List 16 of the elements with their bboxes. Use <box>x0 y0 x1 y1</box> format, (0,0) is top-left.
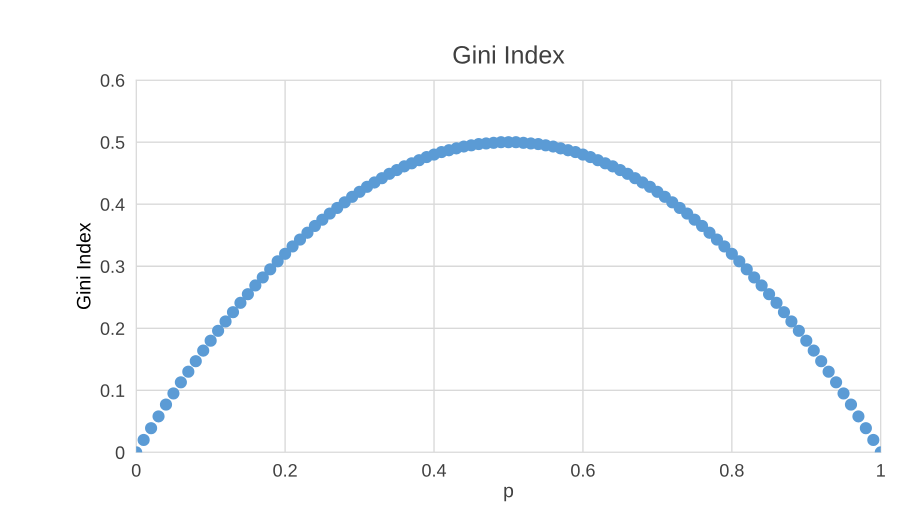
y-tick-label: 0.5 <box>100 136 124 149</box>
y-tick-label: 0.4 <box>100 198 125 211</box>
y-tick-label: 0.2 <box>100 322 124 336</box>
x-tick-label: 0.6 <box>571 464 595 477</box>
x-tick-label: 0.4 <box>422 464 446 477</box>
x-tick-label: 0.2 <box>273 464 297 477</box>
y-axis-title: Gini Index <box>76 222 91 310</box>
y-tick-label: 0.3 <box>100 260 124 273</box>
x-tick-label: 1 <box>877 464 885 477</box>
y-tick-label: 0.1 <box>100 384 124 398</box>
chart-title: Gini Index <box>453 45 564 64</box>
x-tick-label: 0.8 <box>720 464 744 477</box>
y-tick-label: 0.6 <box>100 74 124 87</box>
x-axis-title: p <box>504 486 514 502</box>
x-tick-label: 0 <box>132 464 141 477</box>
y-tick-label: 0 <box>116 446 124 460</box>
